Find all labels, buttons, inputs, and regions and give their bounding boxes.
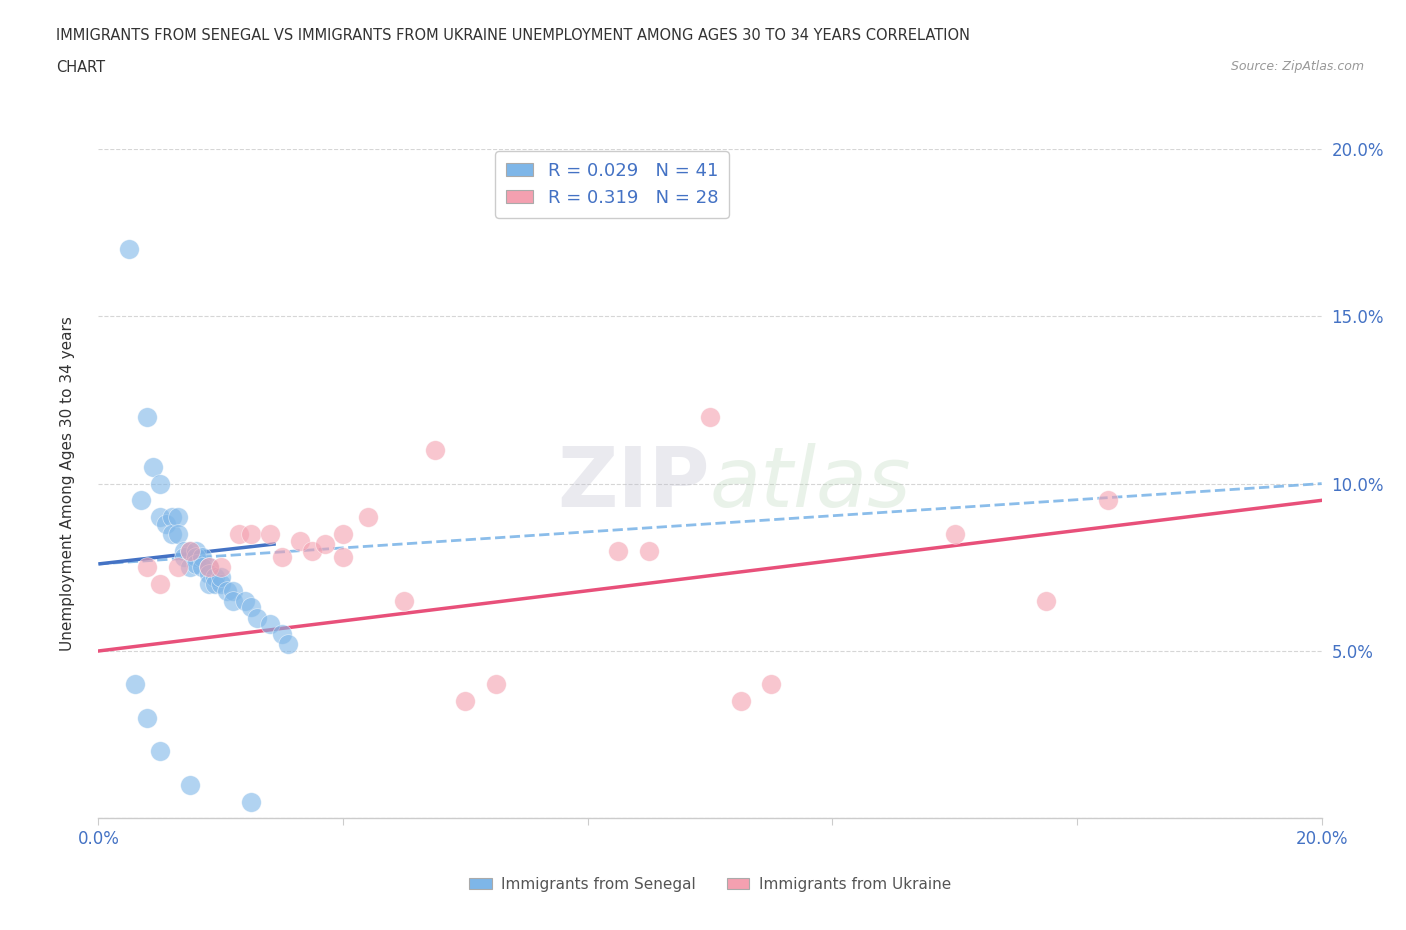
Point [179,543,201,558]
Point [179,560,201,575]
Point [240,600,263,615]
Point [160,526,183,541]
Point [759,677,782,692]
Point [607,543,630,558]
Point [277,637,299,652]
Point [186,550,208,565]
Point [301,543,323,558]
Point [222,583,245,598]
Point [167,526,190,541]
Point [423,443,446,458]
Point [730,694,752,709]
Point [124,677,146,692]
Point [179,543,201,558]
Point [1097,493,1119,508]
Point [240,526,263,541]
Point [149,744,172,759]
Text: IMMIGRANTS FROM SENEGAL VS IMMIGRANTS FROM UKRAINE UNEMPLOYMENT AMONG AGES 30 TO: IMMIGRANTS FROM SENEGAL VS IMMIGRANTS FR… [56,28,970,43]
Point [699,409,721,424]
Point [173,550,195,565]
Point [136,560,159,575]
Point [197,560,219,575]
Point [186,556,208,571]
Point [173,543,195,558]
Point [485,677,508,692]
Point [270,627,292,642]
Point [270,550,292,565]
Point [167,560,190,575]
Point [332,550,354,565]
Point [222,593,245,608]
Point [167,510,190,525]
Point [332,526,354,541]
Point [204,577,226,591]
Point [118,242,141,257]
Legend: Immigrants from Senegal, Immigrants from Ukraine: Immigrants from Senegal, Immigrants from… [463,870,957,897]
Point [204,570,226,585]
Point [215,583,238,598]
Point [191,550,214,565]
Point [191,560,214,575]
Point [314,537,336,551]
Point [149,476,172,491]
Point [246,610,269,625]
Point [142,459,165,474]
Point [943,526,966,541]
Point [1035,593,1057,608]
Point [233,593,256,608]
Point [197,566,219,581]
Point [209,577,232,591]
Point [209,560,232,575]
Point [197,560,219,575]
Text: Source: ZipAtlas.com: Source: ZipAtlas.com [1230,60,1364,73]
Point [290,533,312,548]
Point [240,794,263,809]
Point [228,526,250,541]
Point [179,777,201,792]
Point [454,694,477,709]
Point [186,543,208,558]
Point [197,577,219,591]
Point [392,593,416,608]
Point [149,510,172,525]
Text: ZIP: ZIP [558,443,710,525]
Point [155,516,177,531]
Point [259,526,281,541]
Text: CHART: CHART [56,60,105,75]
Point [160,510,183,525]
Point [136,409,159,424]
Point [136,711,159,725]
Point [259,617,281,631]
Text: atlas: atlas [710,443,911,525]
Point [209,570,232,585]
Y-axis label: Unemployment Among Ages 30 to 34 years: Unemployment Among Ages 30 to 34 years [60,316,75,651]
Point [356,510,378,525]
Point [637,543,661,558]
Point [149,577,172,591]
Point [129,493,152,508]
